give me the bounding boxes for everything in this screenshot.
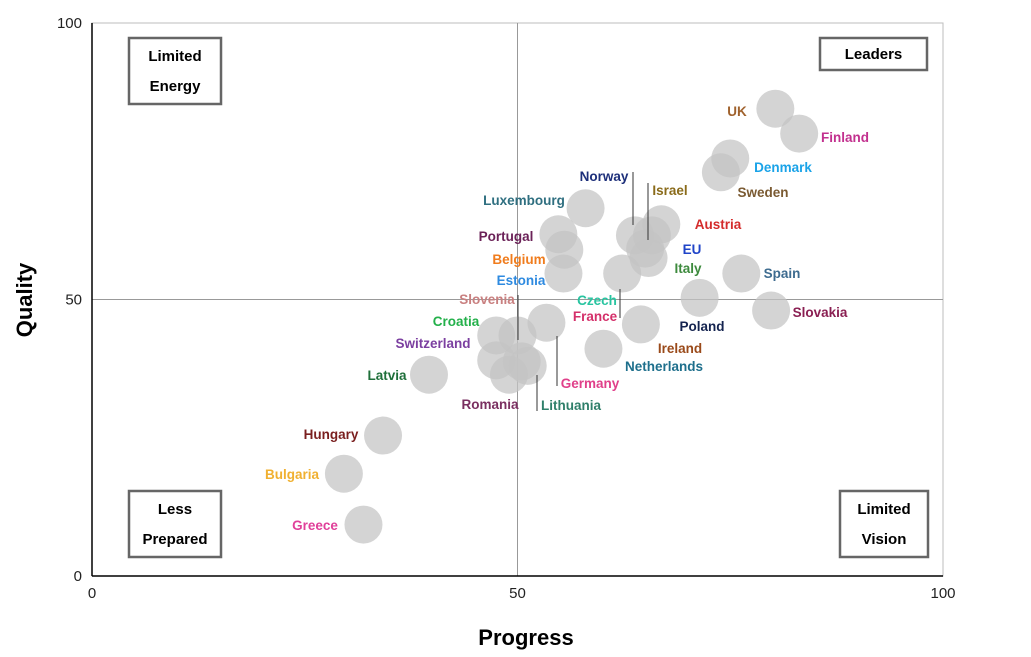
bubble-hungary (364, 416, 403, 455)
label-germany: Germany (561, 376, 620, 391)
quadrant-box-less-prepared: Less Prepared (127, 489, 223, 559)
label-czech: Czech (577, 293, 617, 308)
label-latvia: Latvia (367, 368, 407, 383)
label-israel: Israel (652, 183, 687, 198)
bubble-estonia (626, 229, 665, 268)
label-denmark: Denmark (754, 160, 812, 175)
y-tick-label: 100 (57, 15, 82, 32)
label-slovenia: Slovenia (459, 292, 515, 307)
label-greece: Greece (292, 518, 338, 533)
quadrant-label-text: Less (158, 501, 192, 518)
label-eu: EU (683, 242, 702, 257)
label-switzerland: Switzerland (395, 336, 470, 351)
label-croatia: Croatia (433, 314, 480, 329)
bubble-latvia (409, 355, 448, 394)
bubble-slovakia (752, 291, 791, 330)
label-sweden: Sweden (737, 185, 788, 200)
label-austria: Austria (695, 217, 742, 232)
y-tick-label: 0 (74, 568, 82, 585)
label-portugal: Portugal (479, 229, 534, 244)
label-finland: Finland (821, 130, 869, 145)
label-ireland: Ireland (658, 341, 702, 356)
quadrant-box-limited-energy: Limited Energy (127, 36, 223, 106)
x-tick-label: 100 (930, 585, 955, 602)
quadrant-label-text: Prepared (142, 531, 207, 548)
bubble-greece (344, 505, 383, 544)
y-axis-title: Quality (12, 262, 37, 337)
label-france: France (573, 309, 618, 324)
bubble-france (527, 303, 566, 342)
x-tick-label: 0 (88, 585, 96, 602)
y-tick-label: 50 (65, 292, 82, 309)
label-romania: Romania (461, 397, 519, 412)
bubble-finland (780, 114, 819, 153)
bubble-bulgaria (324, 454, 363, 493)
bubble-poland (621, 305, 660, 344)
label-norway: Norway (580, 169, 629, 184)
leader-line-layer (517, 172, 649, 411)
quadrant-box-limited-vision: Limited Vision (838, 489, 930, 559)
bubble-netherlands (584, 329, 623, 368)
quadrant-label-text: Vision (862, 531, 907, 548)
quadrant-box-leaders: Leaders (818, 36, 929, 72)
quadrant-label-text: Limited (148, 48, 201, 65)
country-label-layer: UK Finland Denmark Sweden Norway Israel Luxemb… (265, 104, 869, 533)
x-tick-label: 50 (509, 585, 526, 602)
quadrant-label-layer: Limited Energy Leaders Less Prepared Limited V… (127, 36, 930, 559)
label-slovakia: Slovakia (793, 305, 848, 320)
label-spain: Spain (764, 266, 801, 281)
quadrant-label-text: Leaders (845, 46, 903, 63)
label-estonia: Estonia (497, 273, 546, 288)
quadrant-label-text: Limited (857, 501, 910, 518)
label-luxembourg: Luxembourg (483, 193, 565, 208)
bubble-czech (603, 254, 642, 293)
bubble-slovenia (680, 278, 719, 317)
label-lithuania: Lithuania (541, 398, 601, 413)
bubble-norway (566, 189, 605, 228)
bubble-belgium (544, 254, 583, 293)
label-hungary: Hungary (304, 427, 359, 442)
label-uk: UK (727, 104, 747, 119)
label-italy: Italy (674, 261, 702, 276)
bubble-sweden (701, 153, 740, 192)
bubble-uk (756, 89, 795, 128)
bubble-layer (324, 89, 819, 544)
label-belgium: Belgium (492, 252, 545, 267)
bubble-lithuania (508, 346, 547, 385)
bubble-spain (722, 254, 761, 293)
label-bulgaria: Bulgaria (265, 467, 320, 482)
quadrant-label-text: Energy (150, 78, 202, 95)
label-poland: Poland (679, 319, 724, 334)
x-axis-title: Progress (478, 625, 573, 650)
label-netherlands: Netherlands (625, 359, 703, 374)
